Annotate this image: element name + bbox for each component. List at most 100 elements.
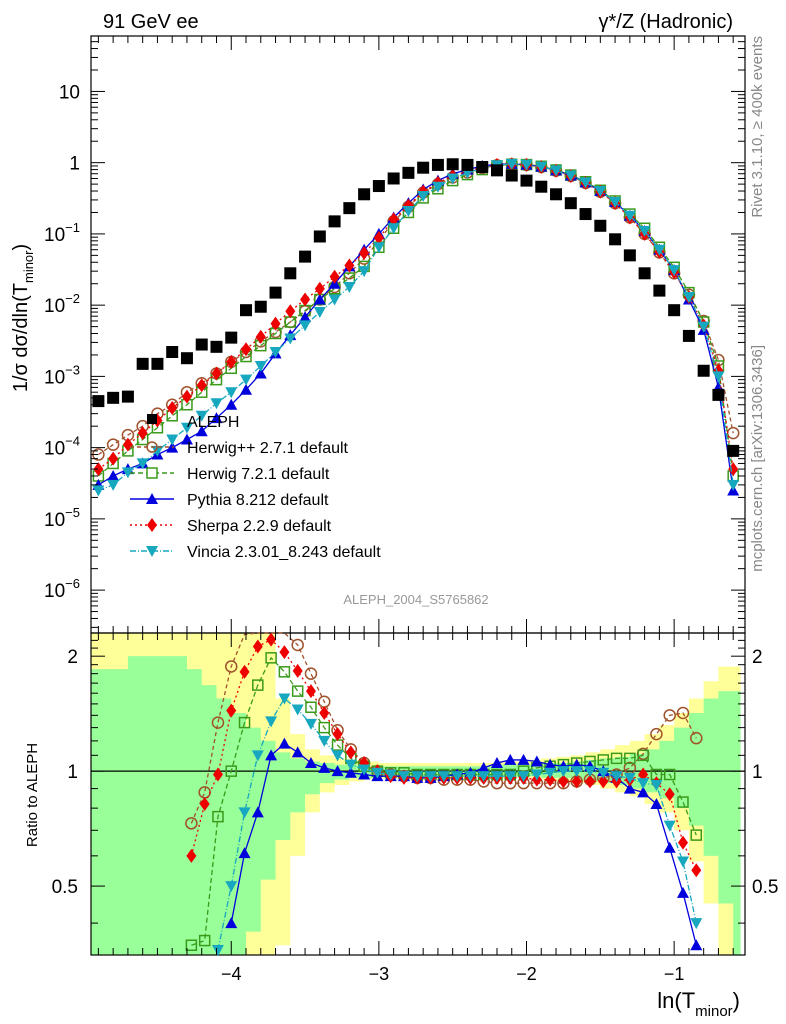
ratio-point-4-1 [225, 881, 238, 893]
ratio-uncertainty-bands [91, 633, 741, 955]
ratio-point-1-1 [198, 934, 211, 947]
main-y-axis-label: 1/σ dσ/dln(Tminor) [10, 244, 36, 392]
x-label-close: ) [733, 988, 740, 1013]
ratio-point-3-28 [558, 774, 569, 789]
main-point-4-18 [358, 266, 371, 278]
ratio-point-4-23 [517, 771, 530, 783]
main-point-4-2 [121, 467, 134, 479]
main-line-1 [97, 163, 734, 477]
data-point-25 [461, 158, 474, 171]
main-point-3-8 [211, 366, 222, 381]
ratio-point-4-29 [597, 767, 610, 779]
analysis-id-label: ALEPH_2004_S5765862 [343, 592, 488, 607]
ratio-point-0-37 [676, 706, 690, 720]
main-point-3-6 [181, 389, 192, 404]
ratio-point-4-14 [397, 771, 410, 783]
main-point-2-1 [107, 469, 120, 481]
main-point-4-3 [136, 458, 149, 470]
ratio-point-4-2 [238, 807, 251, 819]
ratio-point-3-8 [292, 663, 303, 678]
ratio-point-2-0 [225, 917, 238, 929]
ratio-point-0-3 [224, 660, 238, 673]
ratio-point-2-22 [517, 753, 530, 765]
ratio-point-4-22 [504, 771, 517, 783]
y-tick-label-base: 10 [44, 225, 65, 246]
ratio-point-4-13 [384, 769, 397, 781]
ratio-point-1-3 [225, 765, 237, 777]
ratio-point-1-2 [212, 810, 224, 823]
ratio-point-4-36 [690, 918, 703, 930]
data-point-27 [490, 164, 503, 177]
ratio-point-3-3 [226, 703, 237, 718]
ratio-point-4-33 [650, 779, 663, 791]
main-point-4-15 [313, 307, 326, 319]
ratio-point-3-11 [332, 727, 343, 742]
main-point-4-0 [92, 485, 105, 497]
data-point-37 [638, 267, 651, 280]
ratio-point-4-8 [318, 735, 331, 747]
ratio-point-4-12 [371, 767, 384, 779]
ratio-point-4-4 [265, 716, 278, 728]
ratio-point-2-4 [278, 737, 291, 749]
ratio-point-2-1 [238, 847, 251, 859]
ratio-point-4-3 [251, 750, 264, 762]
main-point-3-15 [314, 281, 325, 296]
data-point-3 [136, 357, 149, 370]
data-point-1 [107, 391, 120, 404]
legend-entry-vincia: Vincia 2.3.01_8.243 default [130, 544, 381, 561]
chart-title: γ*/Z (Hadronic) [599, 11, 733, 33]
main-point-4-38 [653, 244, 666, 256]
legend-marker-vincia [146, 546, 158, 557]
ratio-point-1-9 [305, 701, 317, 713]
ratio-point-4-11 [358, 764, 371, 776]
main-point-4-5 [166, 434, 179, 446]
ratio-series-4 [211, 693, 703, 957]
ratio-tick-label-left: 2 [67, 647, 78, 668]
ratio-point-4-10 [344, 759, 357, 771]
main-point-0-1 [106, 438, 120, 451]
main-point-2-6 [180, 433, 193, 445]
main-point-2-11 [254, 367, 267, 379]
ratio-point-0-9 [304, 667, 318, 680]
ratio-point-1-5 [252, 679, 264, 691]
main-point-3-10 [241, 342, 252, 357]
data-point-19 [372, 180, 385, 193]
y-tick-label-main: 1 [69, 154, 80, 175]
main-point-4-19 [372, 242, 385, 254]
ratio-point-1-4 [238, 716, 251, 729]
ratio-point-4-5 [278, 693, 291, 705]
data-point-32 [564, 197, 577, 210]
y-tick-label-exp: −5 [65, 505, 80, 520]
ratio-point-3-12 [345, 745, 356, 760]
ratio-point-4-27 [570, 766, 583, 778]
main-point-3-1 [108, 451, 119, 466]
y-tick-label-main: 10−6 [44, 576, 80, 602]
main-point-4-43 [727, 479, 740, 491]
data-point-13 [284, 267, 297, 280]
main-y-label-sub: minor [21, 250, 36, 283]
ratio-point-3-27 [545, 772, 556, 787]
main-point-4-36 [623, 210, 636, 222]
main-point-2-14 [299, 311, 312, 323]
y-tick-label-main: 10−2 [44, 291, 80, 317]
data-point-18 [358, 188, 371, 201]
ratio-point-3-5 [252, 639, 263, 654]
ratio-point-1-8 [291, 685, 304, 697]
mcplots-credit-text: mcplots.cern.ch [arXiv:1306.3436] [749, 345, 766, 572]
main-point-4-41 [697, 321, 710, 333]
legend-marker-herwig7 [146, 467, 158, 479]
ratio-point-2-35 [690, 939, 703, 951]
x-label-sub: minor [695, 1003, 733, 1020]
ratio-point-4-26 [557, 766, 570, 778]
main-point-4-13 [284, 333, 297, 345]
main-point-4-28 [505, 158, 518, 170]
main-point-4-31 [550, 165, 563, 177]
ratio-point-3-0 [186, 848, 197, 863]
y-tick-label-base: 10 [44, 510, 65, 531]
legend-marker-herwigpp [146, 441, 158, 453]
data-point-16 [328, 215, 341, 228]
main-point-4-34 [594, 186, 607, 198]
main-point-4-7 [195, 410, 208, 422]
legend-label-herwig7: Herwig 7.2.1 default [187, 466, 330, 483]
data-point-8 [210, 340, 223, 353]
